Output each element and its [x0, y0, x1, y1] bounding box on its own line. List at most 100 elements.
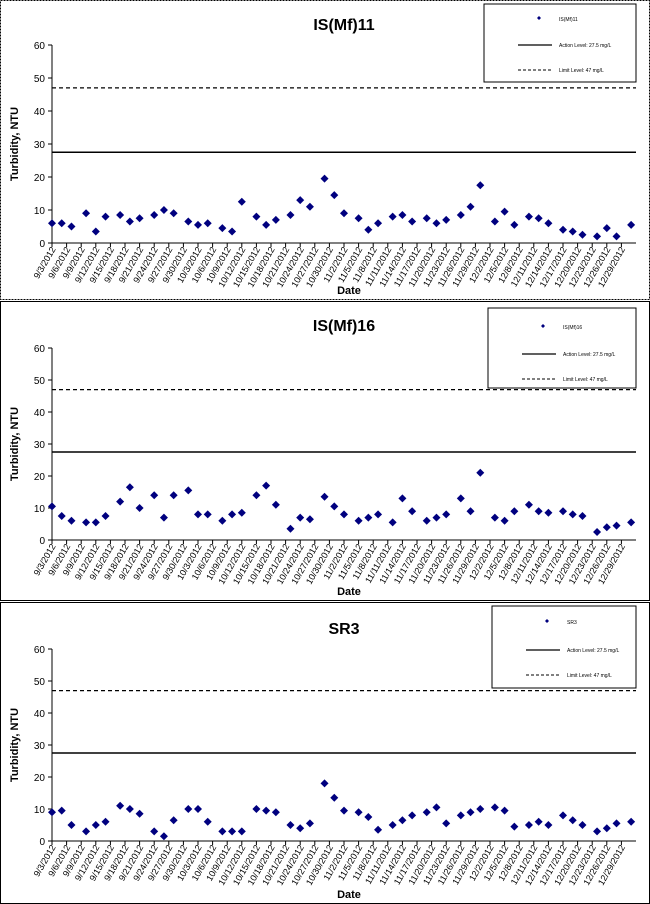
data-point [559, 225, 567, 234]
data-point [286, 821, 295, 829]
data-point [524, 821, 533, 829]
data-point [228, 227, 237, 236]
y-tick-label: 40 [34, 709, 46, 720]
data-point [612, 232, 621, 241]
data-point [374, 219, 383, 228]
data-point [408, 217, 417, 226]
data-point [627, 220, 636, 229]
data-point [194, 510, 202, 519]
data-point [476, 805, 485, 813]
data-point [602, 224, 611, 233]
data-point [500, 207, 509, 216]
data-point [57, 512, 66, 520]
data-point [125, 483, 134, 492]
data-point [48, 502, 56, 511]
data-point [150, 827, 159, 836]
data-point [203, 510, 212, 519]
data-point [466, 808, 475, 817]
y-tick-label: 50 [34, 376, 46, 387]
data-point [544, 821, 553, 829]
legend-series-label: IS(Mf)11 [559, 17, 578, 23]
data-point [320, 174, 329, 183]
y-tick-label: 0 [39, 239, 45, 250]
data-point [364, 225, 373, 234]
data-point [262, 220, 271, 229]
data-point [422, 516, 431, 525]
legend-limit-label: Limit Level: 47 mg/L [563, 377, 608, 383]
data-point [524, 500, 533, 509]
data-point [305, 202, 314, 211]
y-tick-label: 60 [34, 344, 46, 355]
data-point [364, 513, 373, 522]
data-point [101, 817, 110, 826]
data-point [524, 212, 533, 221]
data-point [593, 528, 602, 536]
data-point [82, 827, 91, 836]
data-point [568, 227, 577, 236]
data-point [490, 803, 499, 812]
data-point [612, 819, 621, 828]
data-point [57, 219, 66, 228]
y-tick-label: 40 [34, 107, 46, 118]
chart-panel-3: SR3 0 10 20 30 40 50 60 Turbidity, NTU 9/3/2012 9/… [0, 602, 650, 904]
y-tick-label: 30 [34, 140, 46, 151]
chart-title: SR3 [328, 621, 359, 638]
data-point [544, 508, 553, 517]
data-point [159, 832, 168, 841]
data-point [612, 521, 621, 530]
data-point [159, 513, 168, 522]
data-point [296, 513, 305, 522]
data-point [534, 507, 543, 516]
data-point [228, 510, 237, 519]
data-point [476, 181, 485, 190]
data-point [48, 219, 56, 228]
data-point [602, 824, 611, 833]
data-point [559, 507, 567, 516]
data-point [262, 481, 271, 490]
y-tick-label: 30 [34, 741, 46, 752]
data-point [374, 825, 383, 834]
y-tick-label: 10 [34, 206, 46, 217]
data-point [237, 508, 246, 517]
legend-limit-label: Limit Level: 47 mg/L [567, 673, 612, 679]
data-point [568, 510, 577, 519]
data-point [578, 821, 587, 829]
data-point [388, 212, 397, 221]
data-point [442, 510, 451, 519]
data-point [627, 518, 636, 527]
legend-marker [545, 619, 549, 623]
data-point [422, 808, 431, 817]
y-tick-label: 20 [34, 773, 46, 784]
data-point [184, 486, 193, 495]
data-point [91, 227, 100, 236]
data-point [252, 805, 261, 813]
data-point [627, 817, 636, 826]
data-point [91, 518, 100, 527]
data-point [490, 217, 499, 226]
data-point [330, 191, 339, 200]
data-point [184, 217, 193, 226]
data-point [218, 827, 227, 836]
data-point [184, 805, 193, 813]
data-point [271, 500, 280, 509]
data-point [135, 809, 144, 818]
data-point [559, 811, 567, 820]
data-point [271, 215, 280, 224]
data-point [305, 515, 314, 524]
data-point [101, 212, 110, 221]
data-point [116, 497, 125, 506]
legend-action-label: Action Level: 27.5 mg/L [567, 648, 619, 654]
data-point [456, 210, 465, 219]
data-point [150, 491, 159, 500]
data-point [510, 822, 519, 831]
data-point [330, 502, 339, 511]
data-point [398, 816, 407, 825]
data-point [286, 210, 295, 219]
data-point [330, 793, 339, 802]
data-point [218, 224, 227, 233]
data-point [125, 217, 134, 226]
legend-action-label: Action Level: 27.5 mg/L [559, 43, 611, 49]
